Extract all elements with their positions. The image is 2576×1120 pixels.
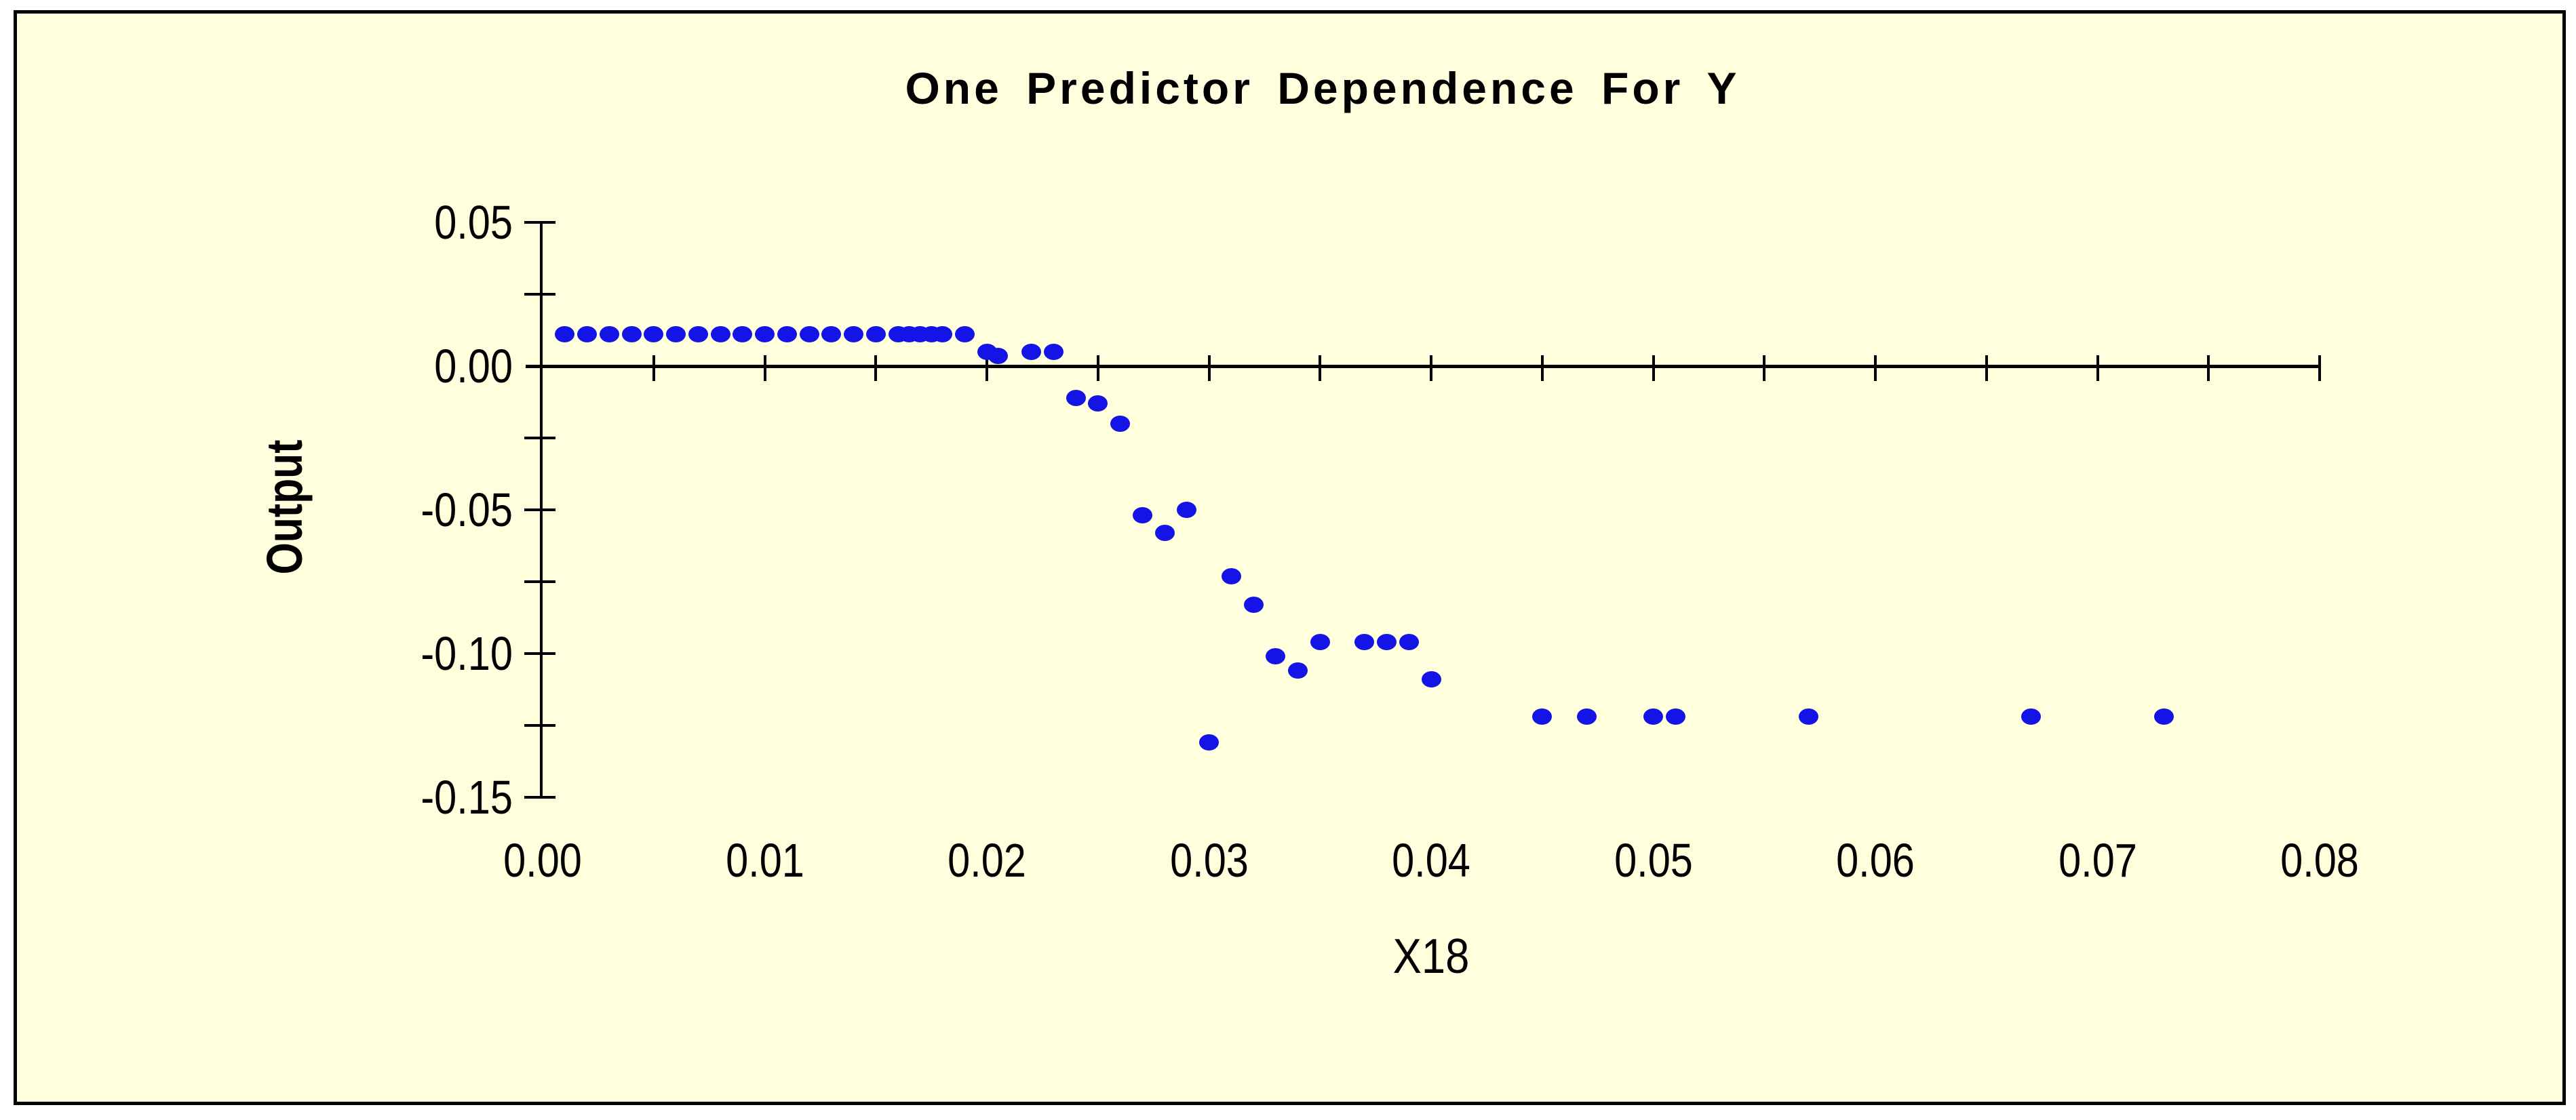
x-tick <box>874 355 878 381</box>
data-point <box>599 326 619 343</box>
data-point <box>1354 634 1375 651</box>
data-point <box>1066 389 1086 406</box>
y-tick-label: -0.05 <box>421 483 513 536</box>
data-point <box>577 326 597 343</box>
data-point <box>865 326 886 343</box>
data-point <box>1532 708 1553 725</box>
data-point <box>1643 708 1663 725</box>
data-point <box>1576 708 1597 725</box>
y-tick <box>524 652 555 655</box>
x-axis-line <box>526 365 2321 368</box>
data-point <box>1310 634 1330 651</box>
x-tick <box>985 355 988 381</box>
data-point <box>644 326 664 343</box>
data-point <box>1377 634 1397 651</box>
y-tick <box>524 437 555 439</box>
y-tick <box>524 221 555 224</box>
y-tick-label: -0.10 <box>421 627 513 680</box>
data-point <box>2021 708 2041 725</box>
data-point <box>821 326 842 343</box>
x-tick <box>1763 355 1766 381</box>
x-tick-label: 0.02 <box>948 834 1026 887</box>
x-tick <box>1985 355 1988 381</box>
data-point <box>1132 507 1152 524</box>
x-tick-label: 0.00 <box>503 834 582 887</box>
data-point <box>1799 708 1819 725</box>
data-point <box>621 326 642 343</box>
x-tick <box>2096 355 2099 381</box>
y-tick <box>524 580 555 583</box>
data-point <box>988 348 1008 365</box>
data-point <box>1043 343 1063 360</box>
data-point <box>1177 502 1197 518</box>
data-point <box>2154 708 2174 725</box>
data-point <box>1421 671 1441 688</box>
x-tick <box>763 355 766 381</box>
data-point <box>1288 662 1308 679</box>
plot-panel <box>14 10 2566 1105</box>
x-tick-label: 0.01 <box>725 834 804 887</box>
data-point <box>933 326 952 343</box>
y-tick <box>524 724 555 727</box>
x-tick <box>1430 355 1432 381</box>
x-tick <box>1096 355 1099 381</box>
data-point <box>1110 415 1130 432</box>
y-tick-label: -0.15 <box>421 771 513 824</box>
data-point <box>1021 343 1041 360</box>
x-axis-title: X18 <box>1392 929 1470 984</box>
data-point <box>954 326 975 343</box>
x-tick <box>2318 355 2321 381</box>
data-point <box>1154 524 1175 541</box>
data-point <box>1221 567 1241 584</box>
y-tick <box>524 796 555 799</box>
x-tick <box>1207 355 1211 381</box>
data-point <box>733 326 753 343</box>
x-tick <box>2207 355 2210 381</box>
data-point <box>710 326 730 343</box>
x-tick <box>652 355 655 381</box>
data-point <box>688 326 708 343</box>
x-tick-label: 0.07 <box>2058 834 2137 887</box>
y-tick-label: 0.05 <box>434 196 513 249</box>
y-tick <box>524 508 555 511</box>
data-point <box>777 326 797 343</box>
data-point <box>1266 648 1286 665</box>
x-tick <box>1319 355 1322 381</box>
data-point <box>1665 708 1685 725</box>
x-tick-label: 0.08 <box>2280 834 2359 887</box>
data-point <box>755 326 775 343</box>
chart-title: One Predictor Dependence For Y <box>905 63 1740 113</box>
y-axis-title: Output <box>256 439 313 575</box>
y-tick-label: 0.00 <box>434 340 513 393</box>
data-point <box>799 326 819 343</box>
data-point <box>666 326 686 343</box>
data-point <box>1088 395 1108 412</box>
data-point <box>1243 596 1264 613</box>
x-tick <box>1652 355 1655 381</box>
x-tick-label: 0.06 <box>1836 834 1915 887</box>
x-tick-label: 0.04 <box>1392 834 1470 887</box>
data-point <box>1199 734 1219 751</box>
data-point <box>844 326 863 343</box>
x-tick-label: 0.03 <box>1169 834 1249 887</box>
x-tick <box>1540 355 1544 381</box>
y-tick <box>524 293 555 296</box>
data-point <box>555 326 575 343</box>
x-tick-label: 0.05 <box>1614 834 1693 887</box>
x-tick <box>1874 355 1877 381</box>
data-point <box>1399 634 1419 651</box>
